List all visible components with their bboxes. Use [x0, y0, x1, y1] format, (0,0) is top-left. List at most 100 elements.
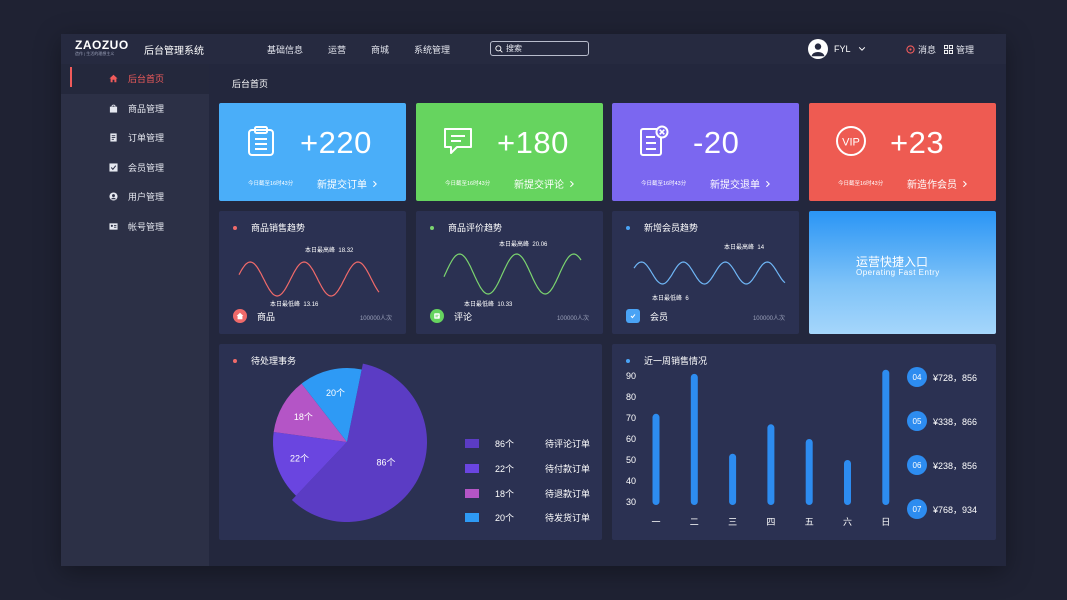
- quick-entry-card[interactable]: 运营快捷入口 Operating Fast Entry: [809, 211, 996, 334]
- search-input[interactable]: [506, 44, 586, 53]
- stat-card-members[interactable]: VIP +23 今日截至16时43分 新造作会员: [809, 103, 996, 201]
- legend-item: 18个 待退款订单: [465, 487, 590, 500]
- manage-button[interactable]: 管理: [944, 43, 974, 56]
- messages-button[interactable]: 消息: [906, 43, 936, 56]
- bar: [690, 373, 698, 505]
- sidebar-item-label: 会员管理: [128, 162, 165, 173]
- stat-action-link[interactable]: 新提交订单: [317, 176, 379, 191]
- stat-value: +23: [890, 125, 945, 160]
- pie-chart: 86个 22个 18个 20个: [273, 363, 428, 523]
- nav-item-operations[interactable]: 运营: [328, 45, 347, 55]
- trend-footer-label: 商品: [257, 311, 276, 322]
- bar: [844, 460, 851, 505]
- peak-label: 本日最高峰: [499, 242, 530, 248]
- legend-count: 22个: [495, 464, 515, 474]
- comment-icon: [444, 128, 472, 154]
- title-dot: [626, 358, 630, 363]
- pending-tasks-card: 待处理事务 86个 22个 18个 20个 86个 待评论订单 22个 待付款订单 18个…: [219, 344, 602, 540]
- user-icon: [109, 192, 118, 201]
- sales-amount: ¥728，856: [933, 372, 978, 383]
- weekly-sales-card: 近一周销售情况 30 40 50 60 70 80 90 一 二 三 四 五 六 日 04 ¥728，856…: [612, 344, 996, 540]
- legend-label: 待退款订单: [545, 489, 591, 499]
- sidebar-item-label: 订单管理: [128, 133, 165, 144]
- pie-slice: [273, 383, 347, 442]
- clipboard-icon: [248, 126, 274, 156]
- chevron-right-icon: [766, 180, 770, 187]
- grid-icon: [944, 45, 954, 54]
- stat-action-link[interactable]: 新提交评论: [514, 176, 576, 191]
- trend-footer: 会员: [626, 309, 668, 323]
- nav-item-basic-info[interactable]: 基础信息: [267, 45, 304, 55]
- vip-icon: VIP: [836, 126, 866, 156]
- x-tick-label: 一: [651, 517, 660, 527]
- sidebar-item-orders[interactable]: 订单管理: [61, 123, 209, 153]
- app-title: 后台管理系统: [144, 46, 204, 57]
- svg-text:VIP: VIP: [842, 137, 860, 149]
- legend-swatch: [465, 489, 479, 498]
- y-tick-label: 60: [626, 434, 636, 444]
- card-title: 待处理事务: [233, 354, 296, 367]
- y-tick-label: 70: [626, 413, 636, 423]
- sidebar-item-accounts[interactable]: 帐号管理: [61, 212, 209, 242]
- quick-entry-subtitle: Operating Fast Entry: [856, 268, 940, 277]
- x-tick-label: 日: [881, 517, 890, 527]
- trend-count: 100000人次: [359, 316, 392, 322]
- sidebar-item-users[interactable]: 用户管理: [61, 182, 209, 212]
- peak-label: 本日最高峰: [305, 248, 336, 254]
- chevron-right-icon: [373, 180, 377, 187]
- legend-count: 18个: [495, 489, 515, 499]
- sidebar-item-members[interactable]: 会员管理: [61, 153, 209, 183]
- logo-text: ZAOZUO: [75, 38, 129, 52]
- sales-item: 04 ¥728，856: [907, 367, 977, 387]
- bar: [805, 439, 813, 505]
- legend-swatch: [465, 439, 479, 448]
- sidebar-item-home[interactable]: 后台首页: [61, 64, 209, 94]
- sales-amount: ¥338，866: [933, 416, 978, 427]
- legend-label: 待发货订单: [545, 513, 591, 523]
- card-title: 商品销售趋势: [233, 221, 305, 234]
- card-title-text: 新增会员趋势: [644, 223, 699, 233]
- user-avatar-icon: [811, 43, 825, 57]
- member-icon: [109, 163, 118, 172]
- low-value: 10.33: [497, 302, 513, 308]
- nav-item-system[interactable]: 系统管理: [414, 45, 451, 55]
- stat-card-refunds[interactable]: -20 今日截至16时43分 新提交退单: [612, 103, 799, 201]
- stat-card-comments[interactable]: +180 今日截至16时43分 新提交评论: [416, 103, 603, 201]
- low-value: 13.16: [303, 302, 319, 308]
- stat-time: 今日截至16时43分: [838, 181, 884, 187]
- trend-count: 100000人次: [556, 316, 589, 322]
- stat-card-orders[interactable]: +220 今日截至16时43分 新提交订单: [219, 103, 406, 201]
- sidebar-item-label: 后台首页: [128, 74, 165, 85]
- x-tick-label: 五: [805, 517, 814, 527]
- legend-item: 86个 待评论订单: [465, 437, 590, 450]
- quick-entry-title: 运营快捷入口: [856, 255, 929, 269]
- stat-value: -20: [693, 125, 740, 160]
- legend-item: 22个 待付款订单: [465, 462, 590, 475]
- sidebar: 后台首页 商品管理 订单管理 会员管理 用户管理 帐号管理: [61, 64, 209, 566]
- top-actions: 消息 管理: [906, 43, 982, 56]
- trend-line: [238, 261, 380, 297]
- order-icon: [110, 133, 117, 142]
- home-icon: [109, 74, 118, 83]
- sidebar-item-label: 商品管理: [128, 103, 165, 114]
- sidebar-item-products[interactable]: 商品管理: [61, 94, 209, 124]
- sales-item: 05 ¥338，866: [907, 411, 977, 431]
- message-icon: [906, 45, 915, 54]
- card-title: 新增会员趋势: [626, 221, 698, 234]
- user-menu[interactable]: FYL: [808, 39, 866, 59]
- search-box[interactable]: [490, 41, 589, 56]
- stat-action-link[interactable]: 新提交退单: [710, 176, 772, 191]
- stat-action-link[interactable]: 新造作会员: [907, 176, 969, 191]
- card-title-text: 待处理事务: [251, 356, 297, 366]
- refund-icon: [640, 125, 669, 156]
- nav-item-mall[interactable]: 商城: [371, 45, 390, 55]
- manage-label: 管理: [956, 45, 975, 55]
- stat-action-label: 新造作会员: [907, 180, 957, 191]
- pie-label: 20个: [326, 388, 345, 398]
- logo[interactable]: ZAOZUO 造作 | 生活的理想主义: [75, 39, 129, 56]
- peak-label: 本日最高峰: [724, 245, 755, 251]
- stat-time: 今日截至16时43分: [445, 181, 491, 187]
- app-window: ZAOZUO 造作 | 生活的理想主义 后台管理系统 基础信息 运营 商城 系统…: [61, 34, 1006, 566]
- peak-readout: 本日最高峰 20.06: [499, 239, 547, 248]
- title-dot: [233, 225, 237, 230]
